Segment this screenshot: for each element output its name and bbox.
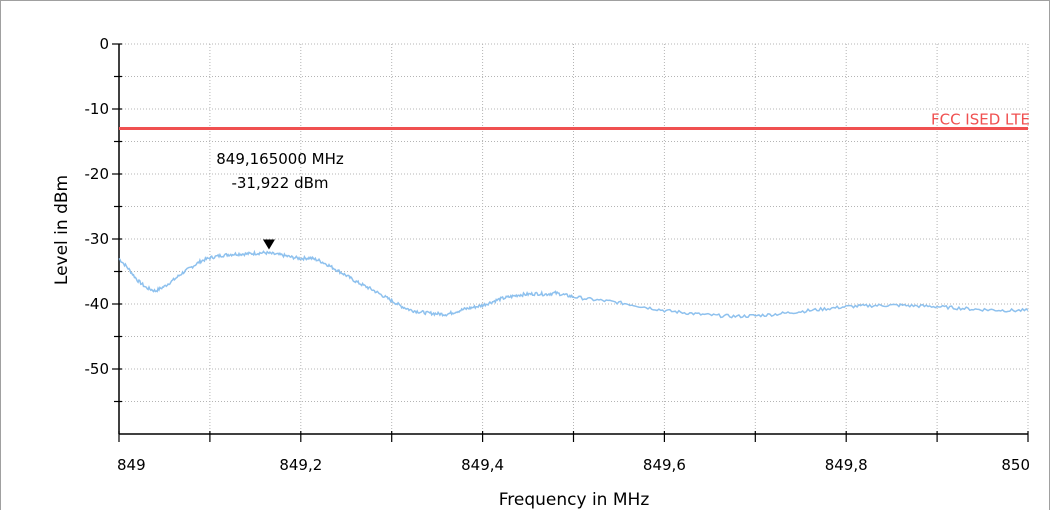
y-tick-label: 0 bbox=[99, 35, 109, 53]
limit-line-group: FCC ISED LTE bbox=[119, 111, 1030, 130]
y-axis-label: Level in dBm bbox=[52, 175, 72, 285]
x-tick-label: 849,2 bbox=[279, 456, 322, 474]
y-tick-label: -20 bbox=[85, 165, 110, 183]
marker-level-label: -31,922 dBm bbox=[231, 174, 328, 192]
x-tick-label: 849 bbox=[117, 456, 146, 474]
y-tick-label: -50 bbox=[85, 360, 110, 378]
x-tick-label: 849,8 bbox=[825, 456, 868, 474]
marker-frequency-label: 849,165000 MHz bbox=[216, 150, 344, 168]
trace-line bbox=[118, 249, 1029, 319]
x-tick-label: 849,4 bbox=[461, 456, 504, 474]
y-tick-label: -10 bbox=[85, 100, 110, 118]
axes: 0 -10 -20 -30 -40 -50 849 849,2 849,4 849,6 849,8 8… bbox=[85, 35, 1031, 474]
x-tick-label: 849,6 bbox=[643, 456, 686, 474]
trace-group bbox=[118, 249, 1029, 319]
limit-line-label: FCC ISED LTE bbox=[931, 111, 1030, 129]
marker-triangle bbox=[262, 239, 275, 250]
grid bbox=[119, 43, 1029, 434]
marker-group: 849,165000 MHz -31,922 dBm bbox=[216, 150, 344, 250]
x-tick-label: 850 bbox=[1001, 456, 1030, 474]
x-axis-label: Frequency in MHz bbox=[499, 490, 650, 510]
y-tick-label: -30 bbox=[85, 230, 110, 248]
y-tick-label: -40 bbox=[85, 295, 110, 313]
